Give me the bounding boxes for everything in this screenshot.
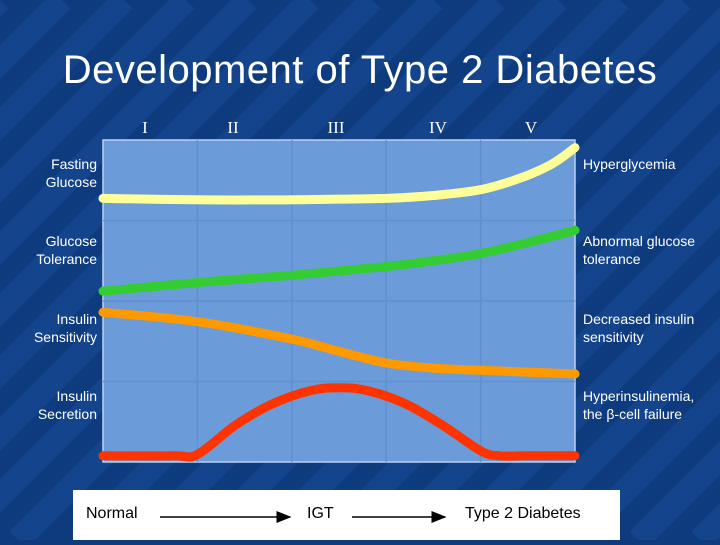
outcome-label-decreased-insulin-sensitivity-line1: Decreased insulin [583,311,695,327]
background-stripe [0,0,257,265]
outcome-label-abnormal-glucose-tolerance: Abnormal glucose tolerance [583,232,719,268]
background-stripe [505,317,720,545]
stage-label-4: IV [429,118,447,137]
grid [103,140,575,462]
stage-label-2: II [227,118,239,137]
row-label-glucose-tolerance-line1: Glucose [45,233,97,249]
row-label-insulin-sensitivity-line1: Insulin [56,311,97,327]
outcome-label-hyperinsulinemia-line1: Hyperinsulinemia, [583,388,695,404]
stage-label-1: I [142,118,148,137]
outcome-label-hyperinsulinemia-line2: the β-cell failure [583,406,683,422]
outcome-label-decreased-insulin-sensitivity: Decreased insulin sensitivity [583,310,719,346]
row-label-fasting-glucose: Fasting Glucose [0,155,97,191]
outcome-label-abnormal-glucose-tolerance-line1: Abnormal glucose [583,233,696,249]
row-label-insulin-secretion: Insulin Secretion [0,387,97,423]
row-label-glucose-tolerance-line2: Tolerance [36,251,97,267]
outcome-label-hyperglycemia-line1: Hyperglycemia [583,156,676,172]
series-line-glucose-tolerance [98,225,580,296]
row-label-fasting-glucose-line1: Fasting [51,156,97,172]
outcome-label-hyperglycemia: Hyperglycemia [583,155,719,173]
outcome-label-decreased-insulin-sensitivity-line2: sensitivity [583,329,644,345]
row-label-insulin-secretion-line1: Insulin [56,388,97,404]
background-stripe [0,0,319,327]
background-stripe [0,0,381,389]
row-label-insulin-sensitivity: Insulin Sensitivity [0,310,97,346]
outcome-label-abnormal-glucose-tolerance-line2: tolerance [583,251,641,267]
progression-label-normal: Normal [86,505,138,522]
outcome-label-hyperinsulinemia: Hyperinsulinemia, the β-cell failure [583,387,719,423]
background-stripe [567,379,720,545]
row-label-fasting-glucose-line2: Glucose [45,174,97,190]
row-label-insulin-sensitivity-line2: Sensitivity [33,329,97,345]
series-line-insulin-secretion [98,383,580,462]
stage-label-5: V [524,118,538,137]
curves [98,143,580,462]
progression-label-type2-diabetes: Type 2 Diabetes [465,505,581,522]
progression-bar [73,490,620,540]
row-label-glucose-tolerance: Glucose Tolerance [0,232,97,268]
row-label-insulin-secretion-line2: Secretion [37,406,97,422]
series-line-insulin-sensitivity [98,307,580,379]
progression-label-igt: IGT [307,505,334,522]
stage-label-3: III [327,118,345,137]
series-line-fasting-glucose [98,143,580,205]
background-stripe [0,0,195,203]
slide-title: Development of Type 2 Diabetes [62,48,658,92]
background-stripe [0,0,133,141]
